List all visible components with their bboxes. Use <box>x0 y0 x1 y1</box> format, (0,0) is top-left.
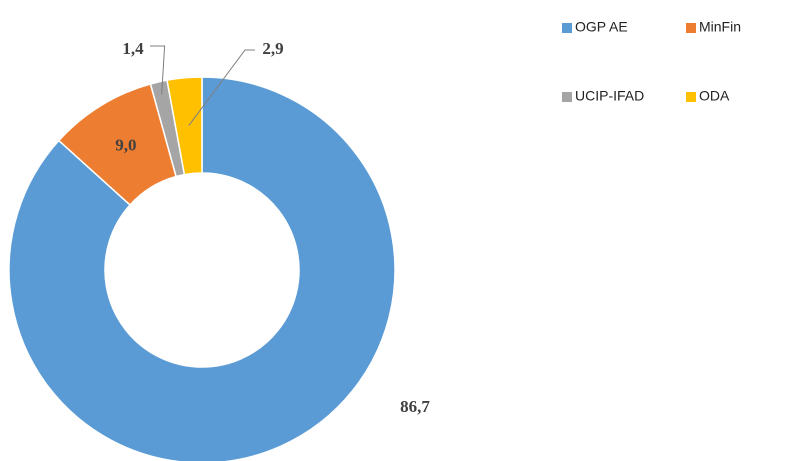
legend-label: UCIP-IFAD <box>575 88 644 104</box>
slice <box>8 76 396 461</box>
legend-swatch <box>562 92 572 102</box>
legend-label: ODA <box>699 88 730 104</box>
data-label: 2,9 <box>262 39 283 58</box>
data-label: 1,4 <box>122 39 144 58</box>
slice <box>166 76 203 176</box>
legend-swatch <box>686 92 696 102</box>
legend-swatch <box>562 23 572 33</box>
data-label: 86,7 <box>400 397 430 416</box>
legend-label: OGP AE <box>575 19 628 35</box>
leader-line <box>188 49 255 126</box>
data-label: 9,0 <box>115 136 136 155</box>
legend-label: MinFin <box>699 19 741 35</box>
legend-swatch <box>686 23 696 33</box>
leader-line <box>150 45 166 95</box>
